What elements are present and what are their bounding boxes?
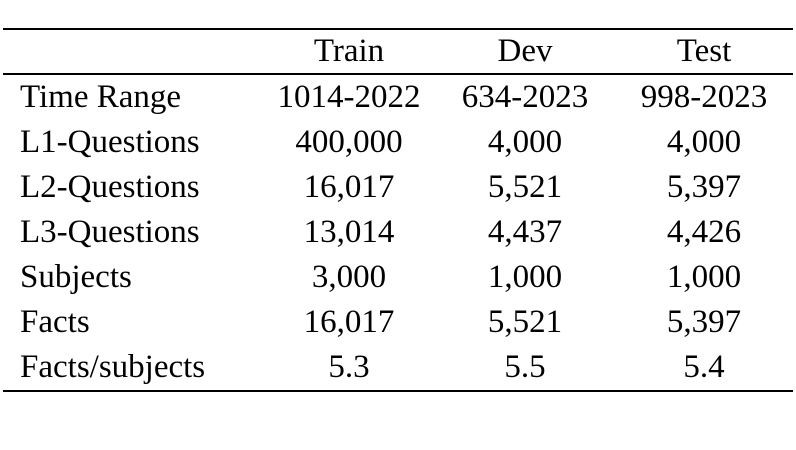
header-cell-empty bbox=[3, 29, 263, 74]
table-row-time-range: Time Range 1014-2022 634-2023 998-2023 bbox=[3, 74, 793, 120]
paper-page: Train Dev Test Time Range 1014-2022 634-… bbox=[0, 28, 796, 392]
cell-subjects-test: 1,000 bbox=[666, 259, 742, 296]
header-row: Train Dev Test bbox=[3, 29, 793, 74]
cell-facts-per-subject-dev: 5.5 bbox=[504, 349, 546, 386]
cell-facts-test: 5,397 bbox=[666, 304, 742, 341]
table-row-l3-questions: L3-Questions 13,014 4,437 4,426 bbox=[3, 210, 793, 255]
table-row-subjects: Subjects 3,000 1,000 1,000 bbox=[3, 255, 793, 300]
cell-facts-dev: 5,521 bbox=[487, 304, 563, 341]
table-row-facts-per-subject: Facts/subjects 5.3 5.5 5.4 bbox=[3, 345, 793, 391]
cell-l1-questions-test: 4,000 bbox=[666, 124, 742, 161]
header-cell-train: Train bbox=[313, 33, 385, 70]
cell-l3-questions-train: 13,014 bbox=[303, 214, 395, 251]
table-row-l1-questions: L1-Questions 400,000 4,000 4,000 bbox=[3, 120, 793, 165]
row-label-l1-questions: L1-Questions bbox=[20, 124, 200, 161]
row-label-time-range: Time Range bbox=[20, 79, 182, 116]
table-header: Train Dev Test bbox=[3, 29, 793, 74]
cell-facts-per-subject-test: 5.4 bbox=[683, 349, 725, 386]
cell-facts-per-subject-train: 5.3 bbox=[328, 349, 370, 386]
cell-time-range-train: 1014-2022 bbox=[277, 79, 421, 116]
cell-l2-questions-train: 16,017 bbox=[303, 169, 395, 206]
row-label-l2-questions: L2-Questions bbox=[20, 169, 200, 206]
cell-time-range-test: 998-2023 bbox=[640, 79, 768, 116]
cell-subjects-dev: 1,000 bbox=[487, 259, 563, 296]
cell-l2-questions-dev: 5,521 bbox=[487, 169, 563, 206]
cell-facts-train: 16,017 bbox=[303, 304, 395, 341]
cell-l2-questions-test: 5,397 bbox=[666, 169, 742, 206]
dataset-statistics-table: Train Dev Test Time Range 1014-2022 634-… bbox=[3, 28, 793, 392]
cell-l3-questions-dev: 4,437 bbox=[487, 214, 563, 251]
table-row-facts: Facts 16,017 5,521 5,397 bbox=[3, 300, 793, 345]
row-label-facts-per-subject: Facts/subjects bbox=[20, 349, 206, 386]
cell-time-range-dev: 634-2023 bbox=[461, 79, 589, 116]
table-row-l2-questions: L2-Questions 16,017 5,521 5,397 bbox=[3, 165, 793, 210]
cell-subjects-train: 3,000 bbox=[311, 259, 387, 296]
row-label-l3-questions: L3-Questions bbox=[20, 214, 200, 251]
cell-l3-questions-test: 4,426 bbox=[666, 214, 742, 251]
header-cell-test: Test bbox=[676, 33, 732, 70]
table-body: Time Range 1014-2022 634-2023 998-2023 L… bbox=[3, 74, 793, 391]
row-label-subjects: Subjects bbox=[20, 259, 132, 296]
header-cell-dev: Dev bbox=[497, 33, 553, 70]
row-label-facts: Facts bbox=[20, 304, 90, 341]
cell-l1-questions-train: 400,000 bbox=[295, 124, 403, 161]
cell-l1-questions-dev: 4,000 bbox=[487, 124, 563, 161]
